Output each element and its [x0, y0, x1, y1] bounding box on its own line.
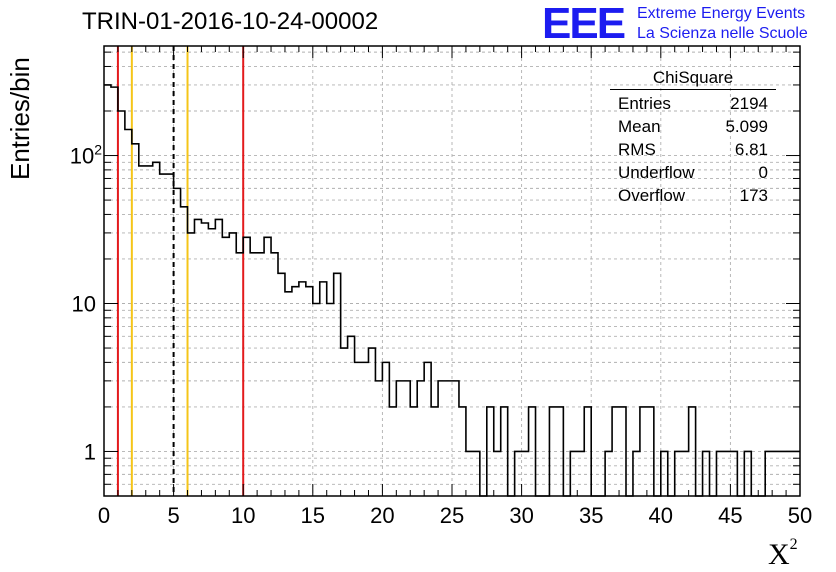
y-axis-label: Entries/bin	[5, 57, 35, 180]
y-tick-label: 10	[72, 292, 96, 317]
stats-value: 0	[758, 163, 768, 182]
stats-row: Overflow 173	[610, 184, 776, 207]
stats-row: Mean 5.099	[610, 115, 776, 138]
x-tick-label: 10	[231, 503, 255, 528]
x-axis-label-base: X	[768, 538, 790, 571]
eee-logo: EEE Extreme Energy Events La Scienza nel…	[542, 0, 808, 48]
x-axis-label-sup: 2	[789, 536, 798, 553]
x-tick-label: 20	[370, 503, 394, 528]
stats-label: Entries	[618, 94, 671, 113]
chart-title: TRIN-01-2016-10-24-00002	[82, 8, 379, 35]
vertical-marker-lines	[116, 46, 245, 496]
stats-label: Underflow	[618, 163, 695, 182]
x-axis-ticks: 0 5 10 15 20 25 30 35 40 45 50	[98, 46, 812, 528]
stats-label: Overflow	[618, 186, 686, 205]
logo-mark: EEE	[542, 0, 626, 48]
x-tick-label: 30	[509, 503, 533, 528]
x-tick-label: 5	[167, 503, 179, 528]
x-tick-label: 0	[98, 503, 110, 528]
histogram-series	[104, 84, 800, 497]
stats-label: RMS	[618, 140, 656, 159]
x-tick-label: 15	[301, 503, 325, 528]
stats-label: Mean	[618, 117, 661, 136]
x-tick-label: 25	[440, 503, 464, 528]
stats-value: 5.099	[725, 117, 768, 136]
x-tick-label: 35	[579, 503, 603, 528]
y-tick-label: 102	[70, 142, 102, 169]
stats-value: 173	[739, 186, 768, 205]
logo-line-2: La Scienza nelle Scuole	[637, 25, 808, 42]
stats-value: 6.81	[734, 140, 768, 159]
x-tick-label: 50	[788, 503, 812, 528]
stats-row: RMS 6.81	[610, 138, 776, 161]
stats-row: Entries 2194	[610, 92, 776, 115]
stats-box: ChiSquare Entries 2194 Mean 5.099 RMS 6.81 …	[610, 68, 776, 207]
x-axis-label: X2	[768, 536, 798, 572]
x-tick-label: 45	[718, 503, 742, 528]
logo-line-1: Extreme Energy Events	[637, 5, 806, 22]
y-tick-label: 1	[84, 439, 96, 464]
logo-text: Extreme Energy Events La Scienza nelle S…	[637, 4, 808, 44]
stats-title: ChiSquare	[610, 68, 776, 90]
stats-value: 2194	[730, 94, 768, 113]
y-axis-ticks: 1 10 102	[70, 51, 800, 497]
x-tick-label: 40	[649, 503, 673, 528]
stats-row: Underflow 0	[610, 161, 776, 184]
